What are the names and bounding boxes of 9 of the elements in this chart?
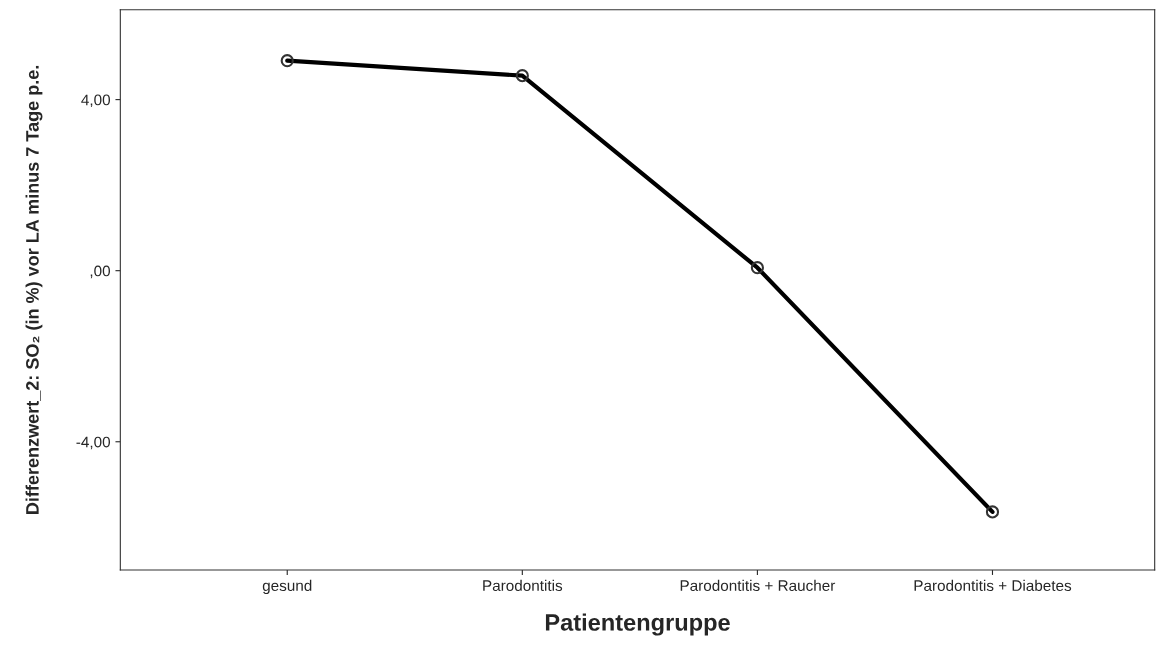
x-tick-label: gesund bbox=[262, 579, 312, 595]
y-tick-label: 4,00 bbox=[81, 94, 111, 108]
x-tick-label: Parodontitis + Diabetes bbox=[914, 579, 1072, 592]
y-tick-label: -4,00 bbox=[76, 436, 111, 450]
x-tick-label: Parodontitis bbox=[483, 579, 563, 592]
y-tick-label: ,00 bbox=[90, 265, 111, 279]
y-axis-title: Differenzwert_2: SO₂ (in %) vor LA minus 7 Tage p.e. bbox=[25, 65, 43, 514]
x-tick-label: Parodontitis + Raucher bbox=[680, 579, 836, 592]
x-axis-title: Patientengruppe bbox=[545, 613, 730, 636]
